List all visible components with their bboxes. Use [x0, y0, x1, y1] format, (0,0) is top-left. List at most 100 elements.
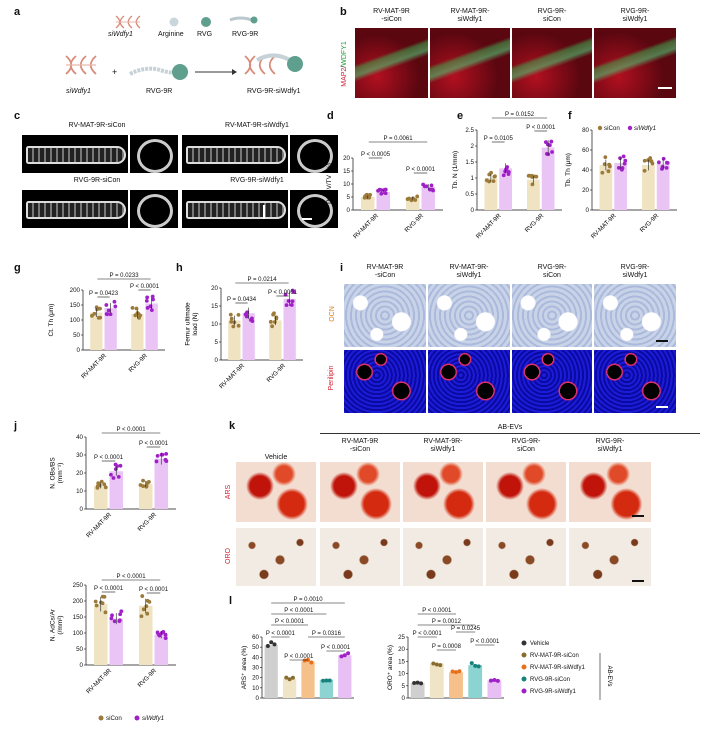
k-ars-image-3	[486, 462, 566, 522]
chart-d-point-1-1-3	[424, 184, 429, 189]
chart-h-bar-1-1	[283, 298, 296, 360]
chart-h-point-1-0-1	[270, 324, 275, 329]
chart-j1-point-1-0-0	[138, 483, 143, 487]
b-micrograph-0	[355, 28, 428, 98]
chart-e-group-label-1: RVG-9R	[524, 212, 546, 234]
chart-j1-group-label-0: RV-MAT-9R	[85, 511, 113, 539]
chart-l2-pvalue-2: P < 0.0001	[413, 631, 443, 637]
chart-h-point-1-0-2	[268, 319, 273, 324]
chart-j2-point-1-1-0	[163, 636, 168, 641]
chart-g-point-0-0-1	[94, 305, 99, 310]
chart-h-point-0-1-0	[244, 311, 249, 316]
chart-j1-ylabel: N. OBs/BS(mm⁻¹)	[49, 457, 64, 489]
l-legend-dot-1	[521, 652, 527, 658]
chart-j1-bar-0-0	[94, 485, 108, 509]
chart-j1-point-1-1-0	[155, 453, 160, 458]
chart-j2-point-0-0-2	[99, 600, 103, 605]
chart-d-pvalue-0: P = 0.0061	[383, 136, 413, 142]
chart-d-ytick-label-1: 5	[347, 194, 351, 201]
chart-f-point-0-1-0	[620, 167, 624, 172]
chart-g-point-0-0-0	[95, 307, 100, 312]
chart-l1-point-2-1	[306, 657, 310, 662]
chart-e-ytick-label-1: 0.5	[465, 191, 474, 198]
chart-h-group-label-0: RV-MAT-9R	[218, 362, 246, 390]
chart-d-point-0-1-0	[376, 188, 380, 193]
chart-j1-ytick-label-2: 20	[76, 470, 83, 477]
chart-g-ytick-label-4: 200	[70, 287, 81, 294]
chart-d-group-label-0: RV-MAT-9R	[352, 212, 380, 240]
chart-l2-pvalue-1: P = 0.0012	[432, 619, 462, 625]
k-column-label-4: RVG-9R- siWdfy1	[595, 438, 625, 453]
chart-e-ytick-label-4: 2	[471, 143, 475, 150]
chart-e-ytick-label-5: 2.5	[465, 127, 474, 134]
chart-l2-ylabel: ORO⁺ area (%)	[387, 645, 394, 690]
chart-h-pvalue-0: P = 0.0214	[247, 277, 277, 283]
chart-g-group-label-0: RV-MAT-9R	[80, 352, 108, 380]
b-ylabel-wdfy1: WDFY1	[341, 41, 348, 66]
chart-f-point-1-1-5	[656, 160, 661, 165]
chart-g-point-1-1-1	[148, 304, 153, 309]
chart-f-point-0-0-2	[602, 162, 607, 167]
chart-h-point-0-0-5	[236, 323, 241, 328]
chart-l1-pvalue-0: P = 0.0010	[293, 597, 323, 603]
panel-a-schematic: siWdfy1 Arginine RVG RVG-9R + siWdfy1 RV…	[60, 8, 340, 108]
chart-f-point-0-1-3	[620, 166, 625, 170]
chart-j1-pvalue-0: P < 0.0001	[116, 427, 146, 433]
c-femur-shape-3	[186, 201, 286, 219]
chart-d-bar-0-0	[361, 197, 375, 210]
chart-j2-pvalue-2: P < 0.0001	[139, 587, 169, 593]
chart-h-ytick-label-4: 20	[211, 285, 218, 292]
chart-d-bar-0-1	[376, 192, 390, 210]
chart-j1-point-0-0-5	[103, 485, 108, 490]
chart-l1-ytick-label-1: 10	[252, 685, 259, 692]
k-row-label-ars: ARS	[224, 478, 236, 508]
i-column-label-2: RVG-9R- siCon	[537, 264, 567, 279]
j-legend-dot-1	[134, 715, 140, 721]
chart-l2-point-1-1	[434, 662, 439, 667]
chart-l1-point-0-1	[269, 640, 274, 645]
chart-j1-point-1-0-1	[144, 484, 149, 489]
chart-e-ytick-label-0: 0	[471, 207, 475, 214]
legend-sirna-label: siWdfy1	[108, 31, 133, 38]
chart-j2-ytick-label-0: 0	[80, 662, 84, 669]
i-row-label-perilipin: Perilipin	[326, 360, 340, 400]
chart-h-ylabel: Femur ultimateload (N)	[184, 302, 199, 346]
chart-f-ytick-label-3: 60	[582, 147, 589, 154]
chart-e-point-0-0-0	[493, 174, 497, 179]
chart-g-ylabel: Ct. Th (μm)	[48, 304, 55, 337]
chart-g-point-0-0-2	[98, 315, 103, 320]
l-legend-label-2: RV-MAT-9R-siWdfy1	[530, 665, 585, 671]
chart-j1-point-1-0-5	[144, 484, 149, 488]
chart-e-bar-0-1	[499, 168, 512, 210]
label-sirna: siWdfy1	[66, 88, 91, 95]
chart-h-ytick-label-3: 15	[211, 303, 218, 310]
chart-g-point-0-1-5	[104, 312, 109, 316]
chart-e-point-0-0-6	[489, 170, 493, 175]
chart-l1-ytick-label-6: 60	[252, 634, 259, 641]
chart-j1-point-0-0-0	[99, 479, 104, 484]
chart-l1-point-3-1	[324, 678, 329, 683]
chart-j2-point-0-0-0	[103, 610, 108, 615]
chart-l2-pvalue-4: P = 0.0008	[432, 644, 462, 650]
chart-j1-point-0-1-4	[109, 472, 113, 477]
chart-l2-ytick-label-1: 5	[402, 683, 406, 690]
chart-j1-point-1-1-3	[160, 452, 165, 457]
chart-j1-point-0-0-2	[96, 481, 101, 485]
chart-j1-ytick-label-1: 10	[76, 488, 83, 495]
i-scalebar-2	[656, 406, 668, 408]
c-femur-ring-3	[297, 194, 333, 228]
chart-e-pvalue-1: P = 0.0105	[484, 136, 514, 142]
chart-d-point-1-1-1	[430, 187, 435, 192]
chart-l1-point-0-2	[272, 642, 277, 647]
chart-j2-point-0-1-3	[119, 609, 124, 614]
chart-d-point-1-1-6	[429, 183, 434, 188]
k-oro-image-4	[569, 528, 651, 586]
chart-j1-ytick-label-4: 40	[76, 434, 83, 441]
chart-e-point-1-0-5	[530, 173, 534, 178]
legend-rvg-label: RVG	[197, 31, 213, 38]
chart-j2-point-1-1-2	[159, 630, 164, 635]
c-label-0: RV-MAT-9R-siCon	[68, 122, 126, 129]
chart-e-ytick-label-3: 1.5	[465, 159, 474, 166]
chart-l1-ytick-label-0: 0	[256, 695, 260, 702]
